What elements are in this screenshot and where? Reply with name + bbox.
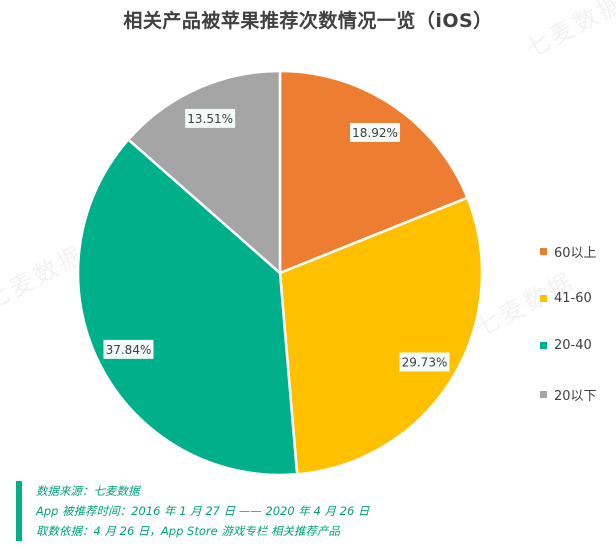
legend-label: 20以下 [554,389,597,404]
source-line: 数据来源：七麦数据 [36,484,140,498]
legend-swatch [540,295,547,302]
legend-item-20-below: 20以下 [540,385,597,404]
data-label: 13.51% [185,108,236,128]
data-label-box [399,352,450,372]
legend-swatch [540,391,547,398]
slice-20-40 [76,137,299,477]
data-label: 18.92% [350,122,401,142]
data-label-box [350,122,401,142]
slice-41-60 [278,196,484,476]
data-label: 37.84% [103,339,154,359]
legend-item-20-40: 20-40 [540,338,592,353]
legend-item-41-60: 41-60 [540,291,592,306]
legend-label: 20-40 [554,338,592,353]
legend-swatch [540,248,547,255]
data-label-box [103,339,154,359]
data-label-text: 18.92% [352,126,398,140]
data-label: 29.73% [399,352,450,372]
legend-swatch [540,342,547,349]
data-label-text: 29.73% [402,355,448,369]
source-basis-line: 取数依据：4 月 26 日，App Store 游戏专栏 相关推荐产品 [36,524,340,538]
source-notes: 数据来源：七麦数据 App 被推荐时间：2016 年 1 月 27 日 —— 2… [16,481,369,541]
legend-item-60-plus: 60以上 [540,242,597,261]
chart-title: 相关产品被苹果推荐次数情况一览（iOS） [123,10,493,32]
slice-60-plus [278,69,470,275]
data-label-box [185,108,236,128]
data-label-text: 37.84% [106,343,152,357]
legend-label: 41-60 [554,291,592,306]
source-time-line: App 被推荐时间：2016 年 1 月 27 日 —— 2020 年 4 月 … [36,504,370,518]
slice-20-below [126,69,282,276]
legend-label: 60以上 [554,246,597,261]
data-label-text: 13.51% [187,112,233,126]
